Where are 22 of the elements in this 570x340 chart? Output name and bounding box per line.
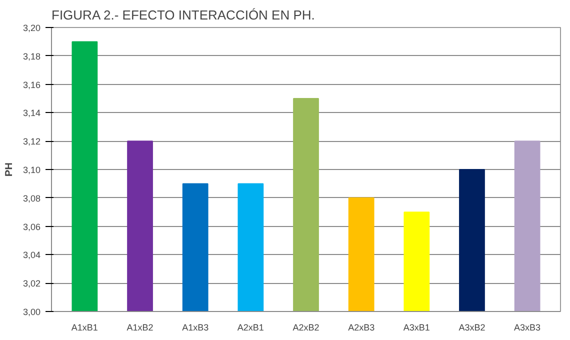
- y-tick-label: 3,00: [22, 307, 41, 317]
- y-tick-label: 3,06: [22, 222, 41, 232]
- y-tick-label: 3,18: [22, 51, 41, 62]
- x-tick-label: A2xB3: [348, 322, 375, 332]
- y-tick-label: 3,20: [22, 23, 41, 33]
- x-tick-label: A1xB1: [71, 322, 98, 332]
- y-tick-label: 3,08: [22, 193, 41, 204]
- y-tick-label: 3,16: [22, 80, 41, 90]
- y-tick-label: 3,10: [22, 165, 41, 175]
- x-tick-label: A2xB1: [237, 322, 264, 332]
- chart-title: FIGURA 2.- EFECTO INTERACCIÓN EN PH.: [52, 8, 315, 22]
- x-tick-label: A3xB2: [458, 322, 486, 332]
- y-tick-label: 3,04: [22, 250, 41, 260]
- y-tick-label: 3,02: [22, 278, 41, 289]
- y-tick-label: 3,12: [22, 136, 41, 147]
- x-tick-label: A3xB1: [403, 322, 430, 332]
- x-tick-label: A1xB2: [126, 322, 154, 332]
- x-tick-label: A2xB2: [292, 322, 320, 332]
- x-tick-label: A1xB3: [182, 322, 209, 332]
- y-axis-title: PH: [4, 162, 15, 176]
- x-tick-label: A3xB3: [514, 322, 541, 332]
- y-tick-label: 3,14: [22, 108, 41, 118]
